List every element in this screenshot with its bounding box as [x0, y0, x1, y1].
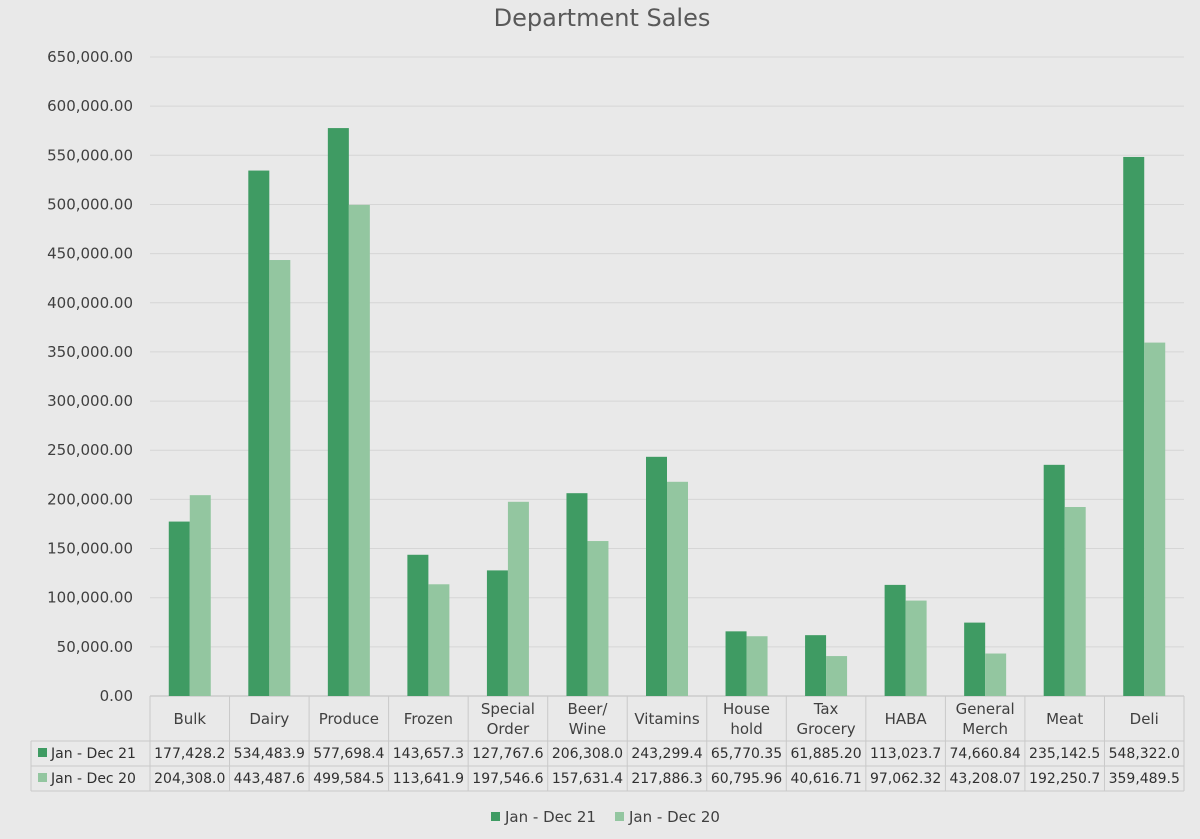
bar-jan-dec-20 — [189, 495, 211, 696]
table-cell: 577,698.4 — [313, 746, 384, 762]
bar-jan-dec-21 — [566, 493, 588, 696]
table-cell: 204,308.0 — [154, 771, 225, 787]
bar-jan-dec-20 — [1064, 507, 1086, 696]
table-cell: 143,657.3 — [393, 746, 464, 762]
table-cell: 443,487.6 — [234, 771, 305, 787]
bar-jan-dec-21 — [486, 570, 508, 696]
y-tick-label: 400,000.00 — [47, 294, 133, 312]
table-cell: 113,023.7 — [870, 746, 941, 762]
table-cell: 534,483.9 — [234, 746, 305, 762]
y-tick-label: 350,000.00 — [47, 343, 133, 361]
table-cell: 217,886.3 — [631, 771, 702, 787]
bar-jan-dec-20 — [428, 584, 450, 696]
y-tick-label: 0.00 — [100, 687, 133, 705]
bar-jan-dec-20 — [269, 260, 291, 696]
bar-jan-dec-20 — [1144, 342, 1166, 696]
bar-jan-dec-21 — [248, 170, 270, 696]
bar-jan-dec-20 — [587, 541, 609, 696]
table-series-name: Jan - Dec 20 — [50, 771, 136, 787]
legend: Jan - Dec 21 Jan - Dec 20 — [491, 808, 720, 826]
bar-jan-dec-21 — [168, 521, 190, 696]
category-label: Special Order — [481, 700, 535, 738]
bar-jan-dec-21 — [805, 635, 827, 696]
y-tick-label: 100,000.00 — [47, 589, 133, 607]
category-label: Beer/Wine — [567, 700, 608, 738]
table-cell: 43,208.07 — [950, 771, 1021, 787]
table-cell: 192,250.7 — [1029, 771, 1100, 787]
table-cell: 197,546.6 — [472, 771, 543, 787]
table-cell: 177,428.2 — [154, 746, 225, 762]
y-tick-label: 300,000.00 — [47, 392, 133, 410]
bar-jan-dec-20 — [348, 204, 370, 697]
category-label: Meat — [1046, 710, 1083, 728]
category-label: House hold — [723, 700, 770, 738]
y-tick-label: 50,000.00 — [57, 638, 133, 656]
table-cell: 548,322.0 — [1109, 746, 1180, 762]
table-cell: 61,885.20 — [790, 746, 861, 762]
table-cell: 499,584.5 — [313, 771, 384, 787]
table-cell: 40,616.71 — [790, 771, 861, 787]
bar-jan-dec-21 — [884, 584, 906, 696]
bar-jan-dec-20 — [905, 600, 927, 696]
bar-jan-dec-21 — [407, 554, 429, 696]
y-tick-label: 200,000.00 — [47, 490, 133, 508]
bar-jan-dec-20 — [826, 656, 848, 696]
y-tick-label: 600,000.00 — [47, 97, 133, 115]
bar-jan-dec-21 — [1043, 464, 1065, 696]
bar-jan-dec-21 — [646, 456, 667, 696]
table-series-key — [38, 773, 47, 782]
y-tick-label: 150,000.00 — [47, 540, 133, 558]
legend-swatch — [491, 812, 500, 821]
bar-jan-dec-20 — [746, 636, 768, 696]
category-label: Deli — [1130, 710, 1159, 728]
category-label: Tax Grocery — [796, 700, 855, 738]
bars — [168, 128, 1166, 697]
bar-jan-dec-21 — [725, 631, 747, 696]
y-tick-label: 250,000.00 — [47, 441, 133, 459]
table-cell: 60,795.96 — [711, 771, 782, 787]
data-table: Bulk Dairy Produce Frozen Special Order Beer/W… — [30, 696, 1185, 792]
category-label: Frozen — [404, 710, 453, 728]
legend-label: Jan - Dec 21 — [504, 808, 596, 826]
y-tick-label: 650,000.00 — [47, 48, 133, 66]
y-axis: 0.00 50,000.00 100,000.00 150,000.00 200,000… — [47, 48, 133, 705]
table-series-name: Jan - Dec 21 — [50, 746, 136, 762]
bar-jan-dec-20 — [507, 501, 529, 696]
bar-jan-dec-21 — [327, 128, 349, 697]
legend-label: Jan - Dec 20 — [628, 808, 720, 826]
table-cell: 97,062.32 — [870, 771, 941, 787]
y-tick-label: 450,000.00 — [47, 245, 133, 263]
category-label: Bulk — [173, 710, 206, 728]
category-label: Dairy — [249, 710, 289, 728]
table-cell: 206,308.0 — [552, 746, 623, 762]
chart-title: Department Sales — [494, 4, 711, 32]
category-label: General Merch — [956, 700, 1015, 738]
category-label: Produce — [319, 710, 379, 728]
table-cell: 359,489.5 — [1109, 771, 1180, 787]
table-cell: 243,299.4 — [631, 746, 702, 762]
table-cell: 74,660.84 — [950, 746, 1021, 762]
bar-jan-dec-20 — [985, 653, 1007, 696]
table-cell: 113,641.9 — [393, 771, 464, 787]
bar-jan-dec-21 — [964, 622, 986, 696]
legend-swatch — [615, 812, 624, 821]
table-cell: 127,767.6 — [472, 746, 543, 762]
table-cell: 157,631.4 — [552, 771, 623, 787]
y-tick-label: 550,000.00 — [47, 146, 133, 164]
category-label: Vitamins — [634, 710, 699, 728]
table-cell: 235,142.5 — [1029, 746, 1100, 762]
bar-jan-dec-21 — [1123, 156, 1145, 697]
y-tick-label: 500,000.00 — [47, 195, 133, 213]
bar-jan-dec-20 — [667, 481, 688, 696]
category-label: HABA — [885, 710, 928, 728]
table-series-key — [38, 748, 47, 757]
table-cell: 65,770.35 — [711, 746, 782, 762]
